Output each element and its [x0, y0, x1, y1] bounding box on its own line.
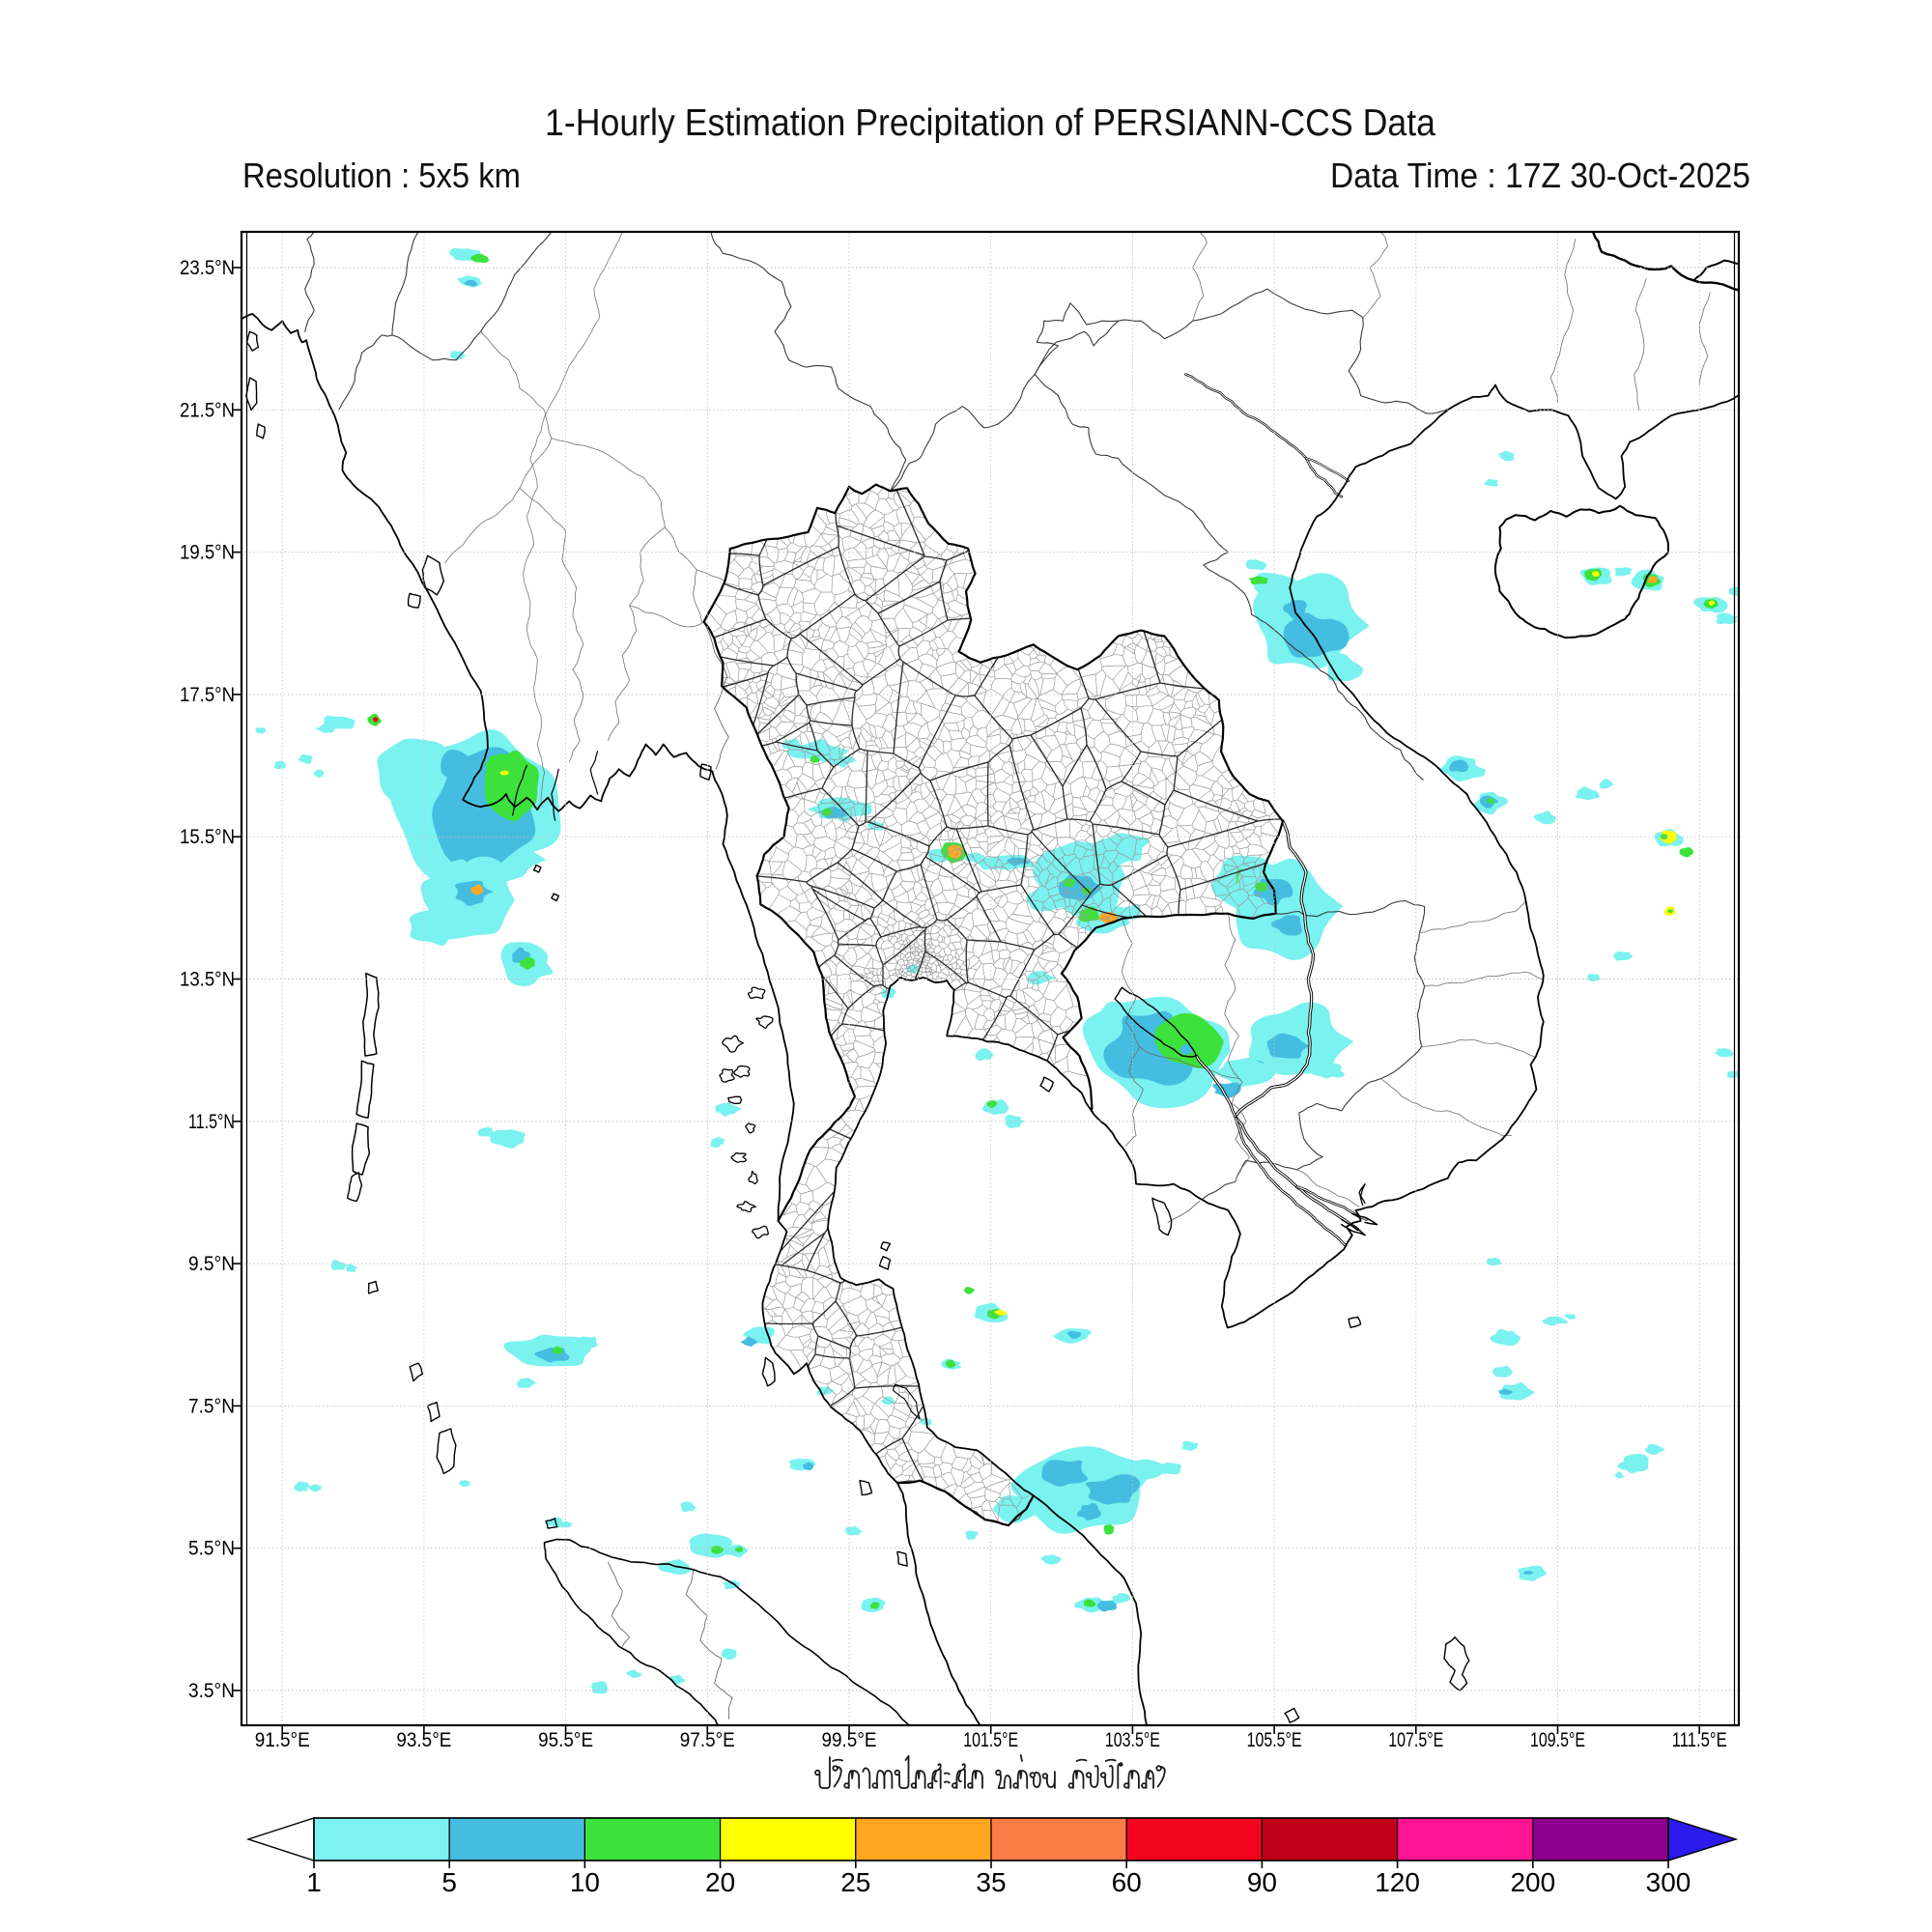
svg-text:300: 300	[1646, 1867, 1691, 1897]
svg-text:91.5°E: 91.5°E	[255, 1729, 310, 1751]
svg-text:93.5°E: 93.5°E	[396, 1729, 451, 1751]
svg-text:97.5°E: 97.5°E	[680, 1729, 735, 1751]
svg-text:13.5°N: 13.5°N	[180, 969, 235, 991]
svg-text:Resolution : 5x5 km: Resolution : 5x5 km	[242, 156, 521, 195]
svg-text:17.5°N: 17.5°N	[180, 684, 235, 706]
svg-text:60: 60	[1112, 1867, 1142, 1897]
svg-text:95.5°E: 95.5°E	[538, 1729, 593, 1751]
svg-text:1: 1	[306, 1867, 322, 1897]
svg-text:3.5°N: 3.5°N	[188, 1680, 235, 1702]
svg-text:105.5°E: 105.5°E	[1247, 1729, 1302, 1751]
svg-text:15.5°N: 15.5°N	[180, 826, 235, 848]
svg-text:90: 90	[1247, 1867, 1277, 1897]
svg-text:99.5°E: 99.5°E	[822, 1729, 877, 1751]
svg-text:21.5°N: 21.5°N	[180, 399, 235, 421]
svg-text:103.5°E: 103.5°E	[1105, 1729, 1160, 1751]
svg-text:5: 5	[441, 1867, 457, 1897]
svg-text:11.5°N: 11.5°N	[188, 1111, 235, 1133]
svg-text:101.5°E: 101.5°E	[963, 1729, 1018, 1751]
svg-text:Data Time : 17Z 30-Oct-2025: Data Time : 17Z 30-Oct-2025	[1330, 156, 1750, 195]
svg-text:107.5°E: 107.5°E	[1388, 1729, 1443, 1751]
svg-text:7.5°N: 7.5°N	[188, 1395, 235, 1417]
svg-text:25: 25	[840, 1867, 870, 1897]
svg-text:111.5°E: 111.5°E	[1672, 1729, 1727, 1751]
svg-text:200: 200	[1510, 1867, 1555, 1897]
svg-text:120: 120	[1375, 1867, 1420, 1897]
svg-text:10: 10	[570, 1867, 600, 1897]
svg-text:19.5°N: 19.5°N	[180, 542, 235, 564]
svg-text:1-Hourly Estimation Precipitat: 1-Hourly Estimation Precipitation of PER…	[545, 102, 1435, 144]
svg-text:5.5°N: 5.5°N	[188, 1538, 235, 1560]
svg-text:23.5°N: 23.5°N	[180, 257, 235, 279]
svg-text:9.5°N: 9.5°N	[188, 1253, 235, 1275]
svg-text:20: 20	[705, 1867, 735, 1897]
svg-text:109.5°E: 109.5°E	[1530, 1729, 1585, 1751]
svg-text:35: 35	[976, 1867, 1006, 1897]
